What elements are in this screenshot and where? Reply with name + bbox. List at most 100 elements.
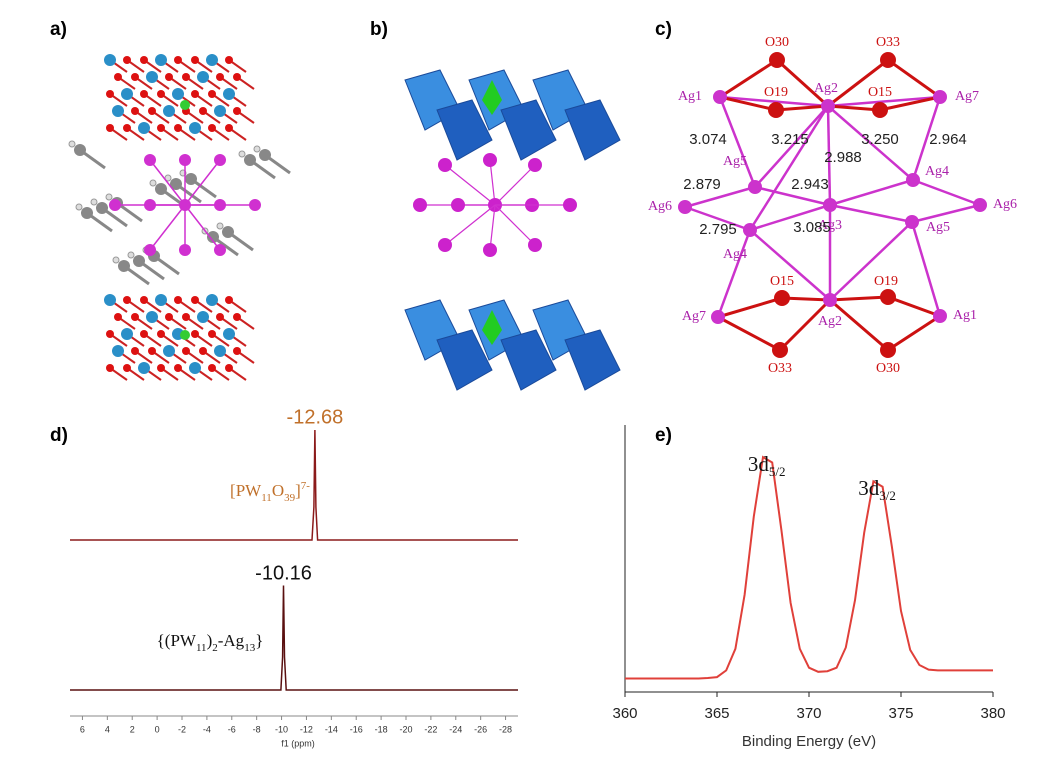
atom [157, 330, 165, 338]
ag-bond [716, 229, 752, 318]
x-tick-label: -6 [228, 724, 236, 734]
atom [238, 150, 246, 158]
atom [106, 330, 114, 338]
x-tick-label: 380 [980, 705, 1005, 722]
o-bond [887, 58, 941, 99]
atom [208, 90, 216, 98]
distance-label: 3.085 [793, 219, 831, 236]
distance-label: 2.964 [929, 131, 967, 148]
ag-bond [684, 205, 751, 232]
atom-label: Ag2 [814, 81, 838, 96]
atom [905, 215, 919, 229]
atom [906, 173, 920, 187]
peak-label: 3d5/2 [748, 452, 786, 480]
atom [140, 90, 148, 98]
atom [713, 90, 727, 104]
ag-bond [910, 221, 942, 317]
atom [823, 293, 837, 307]
atom [208, 364, 216, 372]
atom [105, 193, 113, 201]
atom [163, 345, 175, 357]
bond [489, 159, 496, 206]
atom [140, 296, 148, 304]
ag-bond [827, 105, 914, 181]
peak-label: -10.16 [255, 562, 312, 584]
atom [74, 144, 86, 156]
atom [823, 198, 837, 212]
name-part: 2 [212, 642, 218, 654]
atom [483, 153, 497, 167]
atom [214, 105, 226, 117]
atom [127, 251, 135, 259]
atom-label: O15 [868, 85, 892, 100]
atom [769, 52, 785, 68]
atom [174, 124, 182, 132]
atom [223, 328, 235, 340]
x-tick-label: -14 [325, 724, 338, 734]
x-tick-label: 4 [105, 724, 110, 734]
atom-label: O30 [765, 35, 789, 50]
atom [743, 223, 757, 237]
atom-label: Ag6 [993, 197, 1017, 212]
atom [880, 342, 896, 358]
atom-label: Ag1 [953, 308, 977, 323]
atom [123, 364, 131, 372]
atom [253, 145, 261, 153]
x-tick-label: 0 [155, 724, 160, 734]
bond [184, 204, 221, 251]
atom [191, 296, 199, 304]
label-part: 5/2 [769, 464, 786, 479]
atom [172, 88, 184, 100]
bond [444, 204, 496, 246]
atom [104, 54, 116, 66]
atom [189, 122, 201, 134]
atom [163, 105, 175, 117]
o-bond [775, 58, 830, 108]
distance-label: 3.215 [771, 131, 809, 148]
series-name: {(PW11)2-Ag13} [157, 631, 264, 654]
name-part: 11 [261, 492, 272, 504]
atom [711, 310, 725, 324]
atom [131, 347, 139, 355]
atom [222, 226, 234, 238]
atom [123, 56, 131, 64]
atom [748, 180, 762, 194]
x-tick-label: -12 [300, 724, 313, 734]
atom [144, 244, 156, 256]
atom-label: O19 [874, 274, 898, 289]
x-tick-label: -10 [275, 724, 288, 734]
atom-label: Ag7 [955, 89, 979, 104]
x-tick-label: 375 [888, 705, 913, 722]
atom [768, 102, 784, 118]
x-tick-label: -24 [449, 724, 462, 734]
atom-label: Ag7 [682, 309, 706, 324]
atom [208, 330, 216, 338]
atom [563, 198, 577, 212]
ag-bond [911, 96, 942, 181]
atom [148, 347, 156, 355]
label-part: 3d [748, 452, 770, 476]
x-tick-label: -26 [474, 724, 487, 734]
panel-label: d) [50, 425, 68, 446]
atom [225, 56, 233, 64]
atom-label: O15 [770, 274, 794, 289]
name-part: O [272, 481, 284, 500]
polyhedron [500, 99, 557, 161]
atom [131, 73, 139, 81]
x-tick-label: 6 [80, 724, 85, 734]
atom [180, 330, 190, 340]
ag-bond [826, 105, 832, 206]
name-part: ) [207, 631, 213, 650]
atom [148, 107, 156, 115]
atom [223, 88, 235, 100]
ag-bond [749, 203, 831, 232]
atom-label: Ag1 [678, 89, 702, 104]
atom [233, 313, 241, 321]
atom [138, 362, 150, 374]
atom-label: O30 [876, 361, 900, 376]
x-tick-label: 365 [704, 705, 729, 722]
o-bond [717, 315, 781, 352]
atom [185, 173, 197, 185]
atom [131, 107, 139, 115]
